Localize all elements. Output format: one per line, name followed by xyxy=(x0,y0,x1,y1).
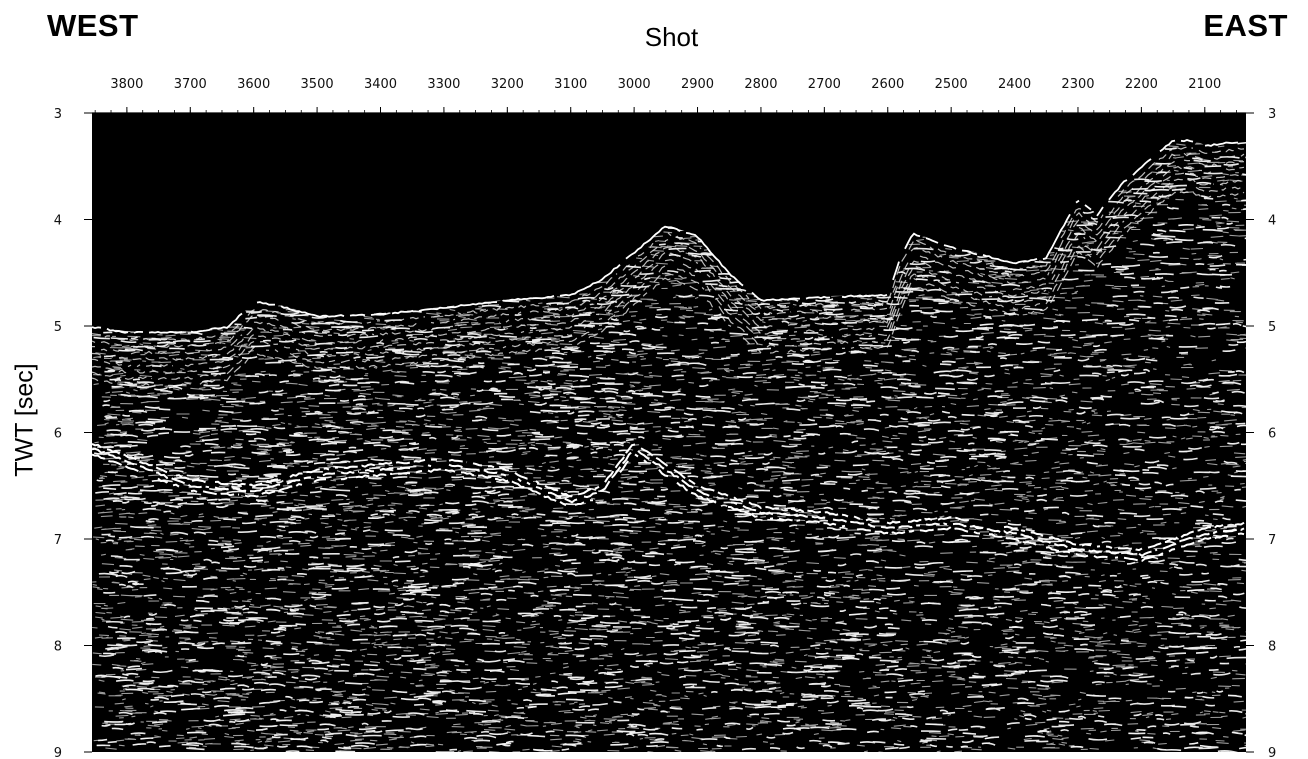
x-tick-label: 2300 xyxy=(1061,77,1094,92)
y-tick-label-right: 7 xyxy=(1268,533,1276,548)
sediment-layer xyxy=(92,172,1245,368)
strong-reflector xyxy=(92,447,1245,557)
y-tick-label-right: 9 xyxy=(1268,746,1276,759)
y-tick-label-left: 5 xyxy=(54,320,62,335)
y-tick-label-left: 8 xyxy=(54,640,62,655)
sediment-layer xyxy=(92,165,1245,361)
water-column xyxy=(92,113,1246,332)
x-tick-label: 2800 xyxy=(744,77,777,92)
x-tick-label: 2600 xyxy=(871,77,904,92)
x-axis-label: Shot xyxy=(644,22,699,52)
sediment-layer xyxy=(92,178,1245,374)
x-tick-label: 3400 xyxy=(364,77,397,92)
sediment-layer xyxy=(92,191,1245,387)
sediment-layer xyxy=(92,146,1245,342)
y-tick-label-left: 9 xyxy=(54,746,62,759)
x-tick-label: 3200 xyxy=(491,77,524,92)
y-tick-label-left: 6 xyxy=(54,427,62,442)
x-tick-label: 2400 xyxy=(998,77,1031,92)
x-tick-label: 3000 xyxy=(618,77,651,92)
y-tick-label-right: 8 xyxy=(1268,640,1276,655)
strong-reflector xyxy=(92,453,1245,562)
x-tick-label: 2200 xyxy=(1125,77,1158,92)
x-tick-label: 3800 xyxy=(110,77,143,92)
x-axis: 3800 3700 3600 3500 3400 3300 3200 3100 3000 2900… xyxy=(92,77,1246,114)
x-tick-label: 3500 xyxy=(301,77,334,92)
x-tick-label: 3600 xyxy=(237,77,270,92)
x-tick-label: 2100 xyxy=(1188,77,1221,92)
y-axis-right: 3 4 5 6 7 8 9 xyxy=(1246,107,1276,759)
seismic-noise-layer xyxy=(92,141,1246,752)
sediment-layer xyxy=(92,159,1245,355)
sediment-layer xyxy=(92,152,1245,349)
y-tick-label-left: 3 xyxy=(54,107,62,122)
x-tick-label: 2900 xyxy=(681,77,714,92)
x-tick-label: 2500 xyxy=(935,77,968,92)
x-tick-label: 3100 xyxy=(554,77,587,92)
strong-reflector xyxy=(92,442,1245,552)
seismic-reflectors xyxy=(92,140,1245,562)
west-direction-label: WEST xyxy=(47,8,139,43)
y-tick-label-left: 7 xyxy=(54,533,62,548)
y-tick-label-left: 4 xyxy=(54,214,62,229)
east-direction-label: EAST xyxy=(1203,8,1288,43)
y-tick-label-right: 3 xyxy=(1268,107,1276,122)
x-tick-label: 3700 xyxy=(174,77,207,92)
y-tick-label-right: 5 xyxy=(1268,320,1276,335)
x-tick-label: 2700 xyxy=(808,77,841,92)
x-tick-label: 3300 xyxy=(427,77,460,92)
y-tick-label-right: 6 xyxy=(1268,427,1276,442)
y-tick-label-right: 4 xyxy=(1268,214,1276,229)
sediment-layer xyxy=(92,184,1245,381)
y-axis-left: 3 4 5 6 7 8 9 xyxy=(54,107,92,759)
